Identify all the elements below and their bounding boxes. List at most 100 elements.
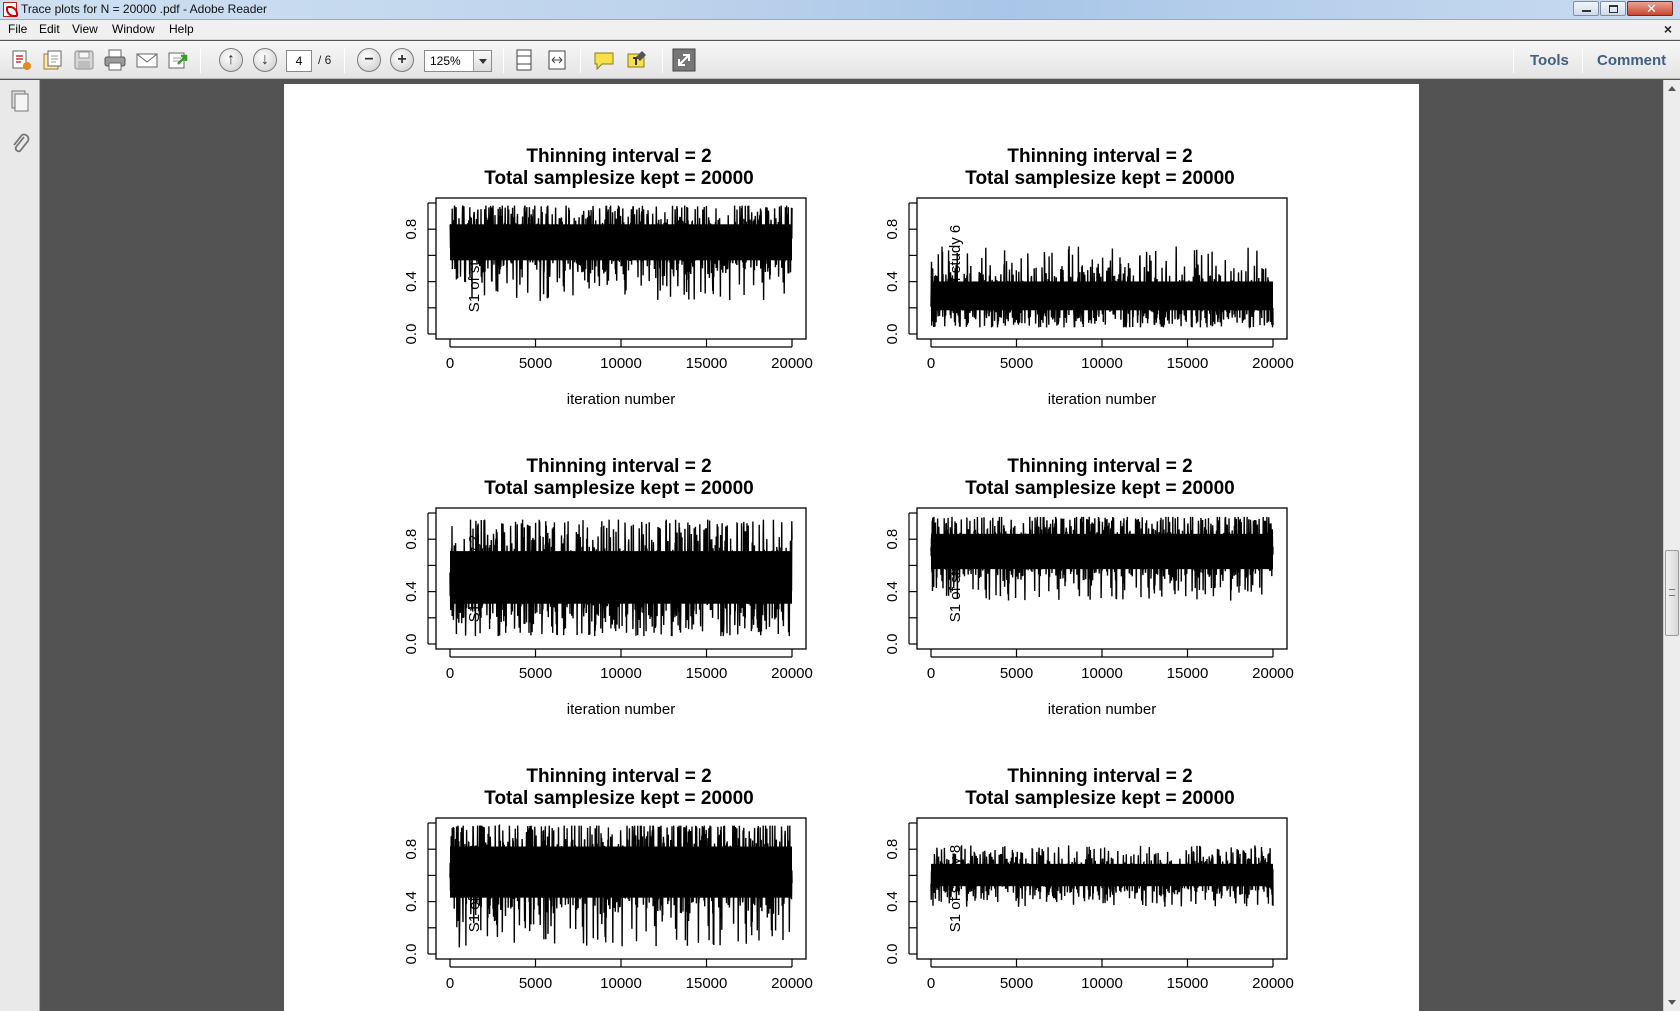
page-number-input[interactable]: 4 <box>286 50 312 72</box>
create-pdf-icon[interactable] <box>9 48 33 72</box>
y-tick-label: 0.4 <box>884 271 901 292</box>
minimize-button[interactable] <box>1573 1 1599 16</box>
y-tick-label: 0.0 <box>403 634 420 655</box>
close-document-button[interactable]: × <box>1663 21 1672 37</box>
x-tick-label: 5000 <box>1000 665 1033 682</box>
plot-subtitle: Total samplesize kept = 20000 <box>484 788 753 809</box>
highlight-icon[interactable] <box>625 48 649 72</box>
x-tick-label: 20000 <box>771 355 813 372</box>
x-tick-label: 5000 <box>519 355 552 372</box>
plot-subtitle: Total samplesize kept = 20000 <box>484 168 753 189</box>
menu-view[interactable]: View <box>72 22 98 36</box>
y-tick-label: 0.4 <box>884 581 901 602</box>
email-icon[interactable] <box>135 48 159 72</box>
share-icon[interactable] <box>166 48 190 72</box>
restore-button[interactable] <box>1600 1 1626 16</box>
tools-button[interactable]: Tools <box>1530 52 1569 69</box>
plot-subtitle: Total samplesize kept = 20000 <box>965 168 1234 189</box>
x-tick-label: 20000 <box>1252 975 1294 992</box>
trace-density-band <box>450 846 792 898</box>
x-axis-label: iteration number <box>567 701 675 718</box>
fit-page-icon[interactable] <box>512 48 536 72</box>
toolbar-separator <box>344 47 345 73</box>
save-icon[interactable] <box>72 48 96 72</box>
y-tick-label: 0.8 <box>403 529 420 550</box>
toolbar-separator <box>662 47 663 73</box>
x-tick-label: 15000 <box>1167 355 1209 372</box>
open-icon[interactable] <box>41 48 65 72</box>
x-axis-label: iteration number <box>567 391 675 408</box>
chevron-down-icon[interactable] <box>473 51 491 71</box>
next-page-icon: ↓ <box>261 51 269 68</box>
previous-page-button[interactable]: ↑ <box>219 48 243 72</box>
y-tick-label: 0.0 <box>403 944 420 965</box>
trace-density-band <box>931 863 1273 887</box>
x-axis-label: iteration number <box>1048 701 1156 718</box>
scrollbar-thumb[interactable] <box>1665 550 1679 636</box>
zoom-select[interactable]: 125% <box>424 50 492 72</box>
navigation-panel <box>0 80 40 1011</box>
zoom-in-icon: + <box>397 51 407 68</box>
menu-bar: File Edit View Window Help × <box>0 20 1680 40</box>
x-tick-label: 0 <box>446 355 454 372</box>
trace-density-band <box>931 281 1273 311</box>
window-titlebar: Trace plots for N = 20000 .pdf - Adobe R… <box>0 0 1680 20</box>
zoom-out-button[interactable]: − <box>357 48 381 72</box>
previous-page-icon: ↑ <box>227 51 235 68</box>
toolbar-separator <box>1582 47 1583 73</box>
x-tick-label: 15000 <box>686 665 728 682</box>
toolbar-separator <box>1513 47 1514 73</box>
x-tick-label: 0 <box>927 355 935 372</box>
zoom-out-icon: − <box>364 51 374 68</box>
menu-window[interactable]: Window <box>112 22 155 36</box>
menu-help[interactable]: Help <box>169 22 194 36</box>
x-tick-label: 10000 <box>1081 975 1123 992</box>
x-tick-label: 20000 <box>771 975 813 992</box>
menu-file[interactable]: File <box>8 22 28 36</box>
zoom-in-button[interactable]: + <box>390 48 414 72</box>
x-tick-label: 15000 <box>686 355 728 372</box>
next-page-button[interactable]: ↓ <box>253 48 277 72</box>
close-window-button[interactable]: ✕ <box>1627 1 1673 16</box>
x-tick-label: 5000 <box>519 975 552 992</box>
attachments-icon[interactable] <box>9 131 31 155</box>
x-tick-label: 10000 <box>600 665 642 682</box>
plot-title: Thinning interval = 2 <box>1007 456 1192 477</box>
y-tick-label: 0.4 <box>403 891 420 912</box>
y-tick-label: 0.4 <box>403 581 420 602</box>
plot-frame <box>916 817 1288 960</box>
toolbar: ↑ ↓ 4 / 6 − + 125% Tools Comment <box>0 41 1680 79</box>
window-title: Trace plots for N = 20000 .pdf - Adobe R… <box>21 2 268 16</box>
x-tick-label: 10000 <box>1081 355 1123 372</box>
scroll-down-icon[interactable] <box>1664 994 1680 1011</box>
pdf-file-icon <box>3 2 18 17</box>
plot-title: Thinning interval = 2 <box>526 146 711 167</box>
plot-subtitle: Total samplesize kept = 20000 <box>965 478 1234 499</box>
document-viewer[interactable]: Thinning interval = 2 Total samplesize ke… <box>41 80 1663 1011</box>
plot-title: Thinning interval = 2 <box>526 766 711 787</box>
x-tick-label: 5000 <box>519 665 552 682</box>
y-tick-label: 0.8 <box>884 219 901 240</box>
page-thumbnails-icon[interactable] <box>9 89 31 113</box>
y-tick-label: 0.8 <box>884 529 901 550</box>
x-tick-label: 15000 <box>1167 665 1209 682</box>
x-tick-label: 0 <box>446 665 454 682</box>
menu-edit[interactable]: Edit <box>39 22 60 36</box>
toolbar-separator <box>200 47 201 73</box>
fit-width-icon[interactable] <box>545 48 569 72</box>
y-tick-label: 0.0 <box>884 324 901 345</box>
y-tick-label: 0.8 <box>884 839 901 860</box>
sticky-note-icon[interactable] <box>592 48 616 72</box>
y-tick-label: 0.8 <box>403 839 420 860</box>
close-icon: ✕ <box>1646 1 1657 16</box>
plot-subtitle: Total samplesize kept = 20000 <box>484 478 753 499</box>
scroll-up-icon[interactable] <box>1664 80 1680 97</box>
x-tick-label: 15000 <box>1167 975 1209 992</box>
vertical-scrollbar[interactable] <box>1663 80 1680 1011</box>
print-icon[interactable] <box>103 48 127 72</box>
comment-button[interactable]: Comment <box>1597 52 1667 69</box>
y-tick-label: 0.4 <box>403 271 420 292</box>
trace-density-band <box>931 533 1273 570</box>
full-screen-icon[interactable] <box>672 48 696 72</box>
